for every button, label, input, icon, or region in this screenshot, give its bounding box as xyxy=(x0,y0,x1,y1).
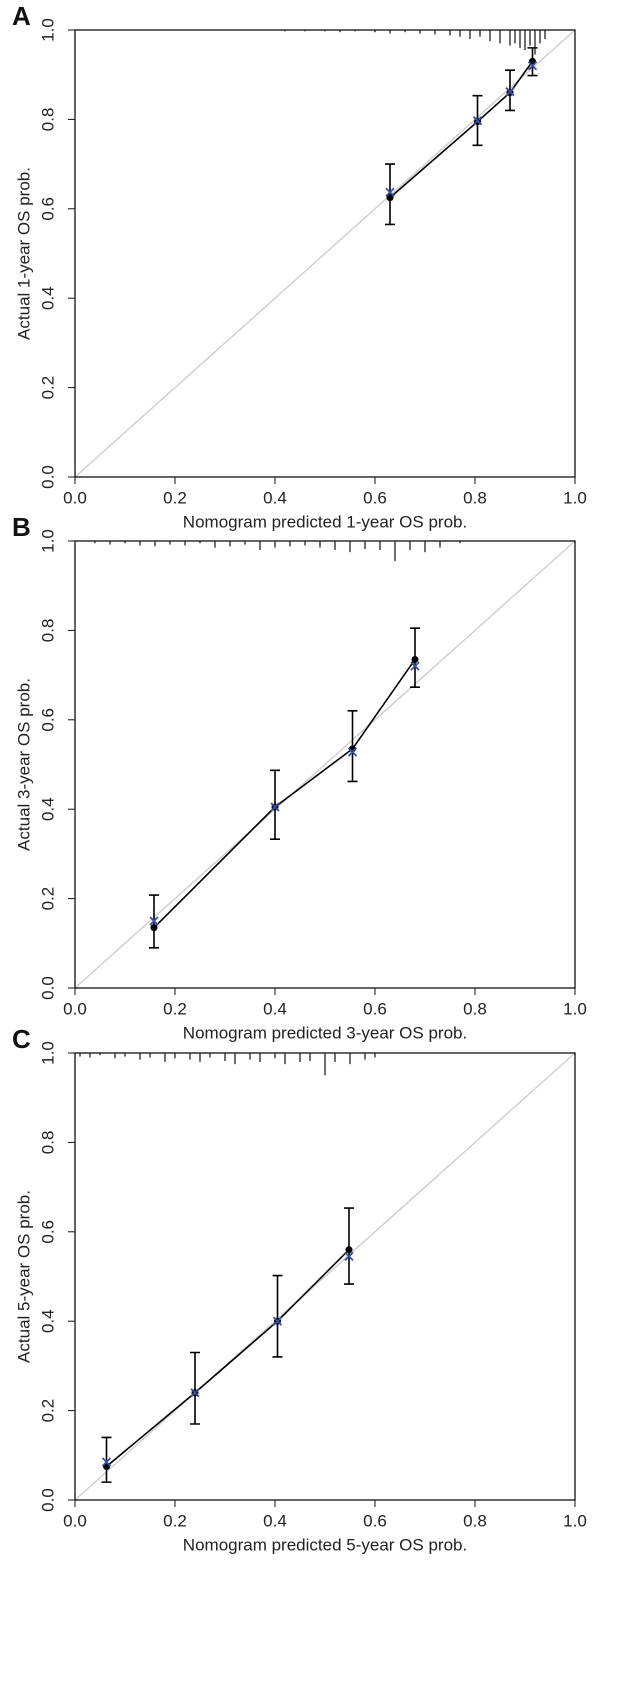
observed-point xyxy=(345,1246,353,1254)
observed-line xyxy=(389,60,534,199)
panel-label: B xyxy=(12,512,31,542)
x-tick-label: 0.6 xyxy=(363,999,387,1018)
x-tick-label: 0.4 xyxy=(263,488,287,507)
x-axis-label: Nomogram predicted 1-year OS prob. xyxy=(183,512,467,531)
y-tick-label: 0.4 xyxy=(38,286,57,310)
y-tick-label: 0.0 xyxy=(38,1488,57,1512)
ideal-line xyxy=(74,540,576,989)
y-tick-label: 0.4 xyxy=(38,797,57,821)
x-tick-label: 0.4 xyxy=(263,1511,287,1530)
error-bar xyxy=(272,1274,283,1358)
error-bar xyxy=(344,1207,354,1285)
y-tick-label: 0.0 xyxy=(38,976,57,1000)
x-tick-label: 0.8 xyxy=(463,1511,487,1530)
corrected-point xyxy=(344,1251,354,1262)
corrected-point xyxy=(272,1316,283,1326)
error-bar xyxy=(190,1351,200,1425)
y-tick-label: 1.0 xyxy=(38,18,57,42)
x-tick-label: 0.0 xyxy=(63,488,87,507)
ideal-line xyxy=(74,1052,576,1501)
y-tick-label: 1.0 xyxy=(38,529,57,553)
x-tick-label: 0.2 xyxy=(163,488,187,507)
x-tick-label: 1.0 xyxy=(563,488,587,507)
y-tick-label: 0.4 xyxy=(38,1309,57,1333)
panel-label: C xyxy=(12,1024,31,1054)
corrected-point xyxy=(472,116,483,126)
corrected-point xyxy=(270,802,280,812)
observed-point xyxy=(411,655,419,663)
observed-line xyxy=(153,658,416,929)
y-axis-label: Actual 3-year OS prob. xyxy=(14,678,33,851)
x-tick-label: 0.8 xyxy=(463,999,487,1018)
corrected-point xyxy=(149,916,159,926)
corrected-point xyxy=(190,1388,200,1398)
y-tick-label: 0.6 xyxy=(38,1220,57,1244)
y-tick-label: 0.8 xyxy=(38,619,57,643)
x-axis-label: Nomogram predicted 5-year OS prob. xyxy=(183,1535,467,1554)
error-bar xyxy=(101,1436,112,1483)
y-tick-label: 0.2 xyxy=(38,376,57,400)
y-tick-label: 0.2 xyxy=(38,887,57,911)
corrected-point xyxy=(347,747,358,757)
x-tick-label: 0.2 xyxy=(163,999,187,1018)
y-tick-label: 0.2 xyxy=(38,1399,57,1423)
corrected-point xyxy=(101,1457,112,1467)
observed-point xyxy=(386,194,394,202)
y-axis-label: Actual 1-year OS prob. xyxy=(14,167,33,340)
y-tick-label: 1.0 xyxy=(38,1041,57,1065)
x-tick-label: 0.2 xyxy=(163,1511,187,1530)
x-tick-label: 0.4 xyxy=(263,999,287,1018)
panel-label: A xyxy=(12,1,31,31)
corrected-point xyxy=(410,661,420,671)
y-axis-label: Actual 5-year OS prob. xyxy=(14,1190,33,1363)
plot-frame xyxy=(74,540,576,989)
x-tick-label: 0.6 xyxy=(363,1511,387,1530)
x-tick-label: 0.8 xyxy=(463,488,487,507)
corrected-point xyxy=(385,187,395,197)
x-tick-label: 0.6 xyxy=(363,488,387,507)
y-tick-label: 0.6 xyxy=(38,197,57,221)
x-tick-label: 1.0 xyxy=(563,999,587,1018)
y-tick-label: 0.6 xyxy=(38,708,57,732)
observed-point xyxy=(150,924,158,932)
ideal-line xyxy=(74,29,576,478)
observed-line xyxy=(105,1249,350,1468)
y-tick-label: 0.8 xyxy=(38,108,57,132)
y-tick-label: 0.0 xyxy=(38,465,57,489)
corrected-point xyxy=(505,87,515,97)
x-tick-label: 0.0 xyxy=(63,1511,87,1530)
x-axis-label: Nomogram predicted 3-year OS prob. xyxy=(183,1023,467,1042)
x-tick-label: 0.0 xyxy=(63,999,87,1018)
y-tick-label: 0.8 xyxy=(38,1131,57,1155)
corrected-point xyxy=(527,61,538,71)
x-tick-label: 1.0 xyxy=(563,1511,587,1530)
